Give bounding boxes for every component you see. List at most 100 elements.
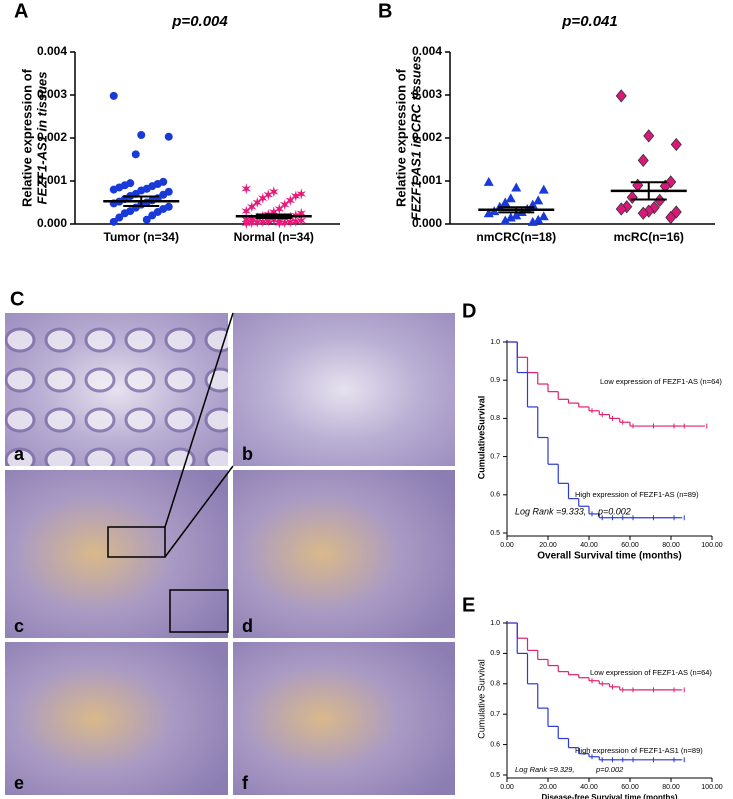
data-point [511, 182, 522, 192]
data-point [109, 217, 118, 226]
x-tick-label: 20.00 [539, 784, 557, 791]
data-point [269, 186, 279, 198]
data-point [269, 206, 279, 218]
x-tick-label: Normal (n=34) [234, 230, 314, 244]
data-point [483, 176, 494, 186]
x-tick-label: 0.00 [500, 542, 514, 549]
x-axis-label: Disease-free Survival time (months) [541, 793, 677, 799]
data-point [500, 197, 511, 207]
tissue-texture [5, 313, 228, 466]
data-point [115, 213, 124, 222]
annotation: Log Rank =9.329, [515, 765, 574, 774]
y-axis-label: FEZF1-AS1 in tissues [34, 72, 49, 205]
data-point [626, 190, 638, 204]
data-point [505, 193, 516, 203]
data-point [615, 202, 627, 216]
y-tick-label: 0.002 [412, 130, 442, 144]
y-tick-label: 1.0 [490, 620, 500, 627]
y-tick-label: 0.7 [490, 453, 500, 460]
data-point [274, 217, 284, 229]
data-point [533, 214, 544, 224]
data-point [247, 201, 257, 213]
data-point [291, 190, 301, 202]
chart-title: p=0.041 [561, 13, 617, 30]
x-tick-label: 80.00 [662, 784, 680, 791]
annotation: Log Rank =9.333, [515, 506, 586, 516]
data-point [511, 210, 522, 220]
x-tick-label: 40.00 [580, 542, 598, 549]
y-axis-label: CumulativeSurvival [476, 396, 486, 480]
data-point [637, 153, 649, 167]
x-tick-label: 40.00 [580, 784, 598, 791]
zoom-box [107, 526, 166, 558]
y-axis-label: Cumulative Survival [476, 659, 486, 739]
legend-label: Low expression of FEZF1-AS (n=64) [590, 668, 712, 677]
data-point [505, 212, 516, 222]
panel-letter: C [10, 288, 24, 310]
x-tick-label: mcRC(n=16) [614, 230, 684, 244]
data-point [148, 211, 157, 220]
data-point [538, 211, 549, 221]
tile-letter: c [14, 616, 24, 636]
legend-label: Low expression of FEZF1-AS (n=64) [600, 377, 722, 386]
y-tick-label: 0.002 [37, 130, 67, 144]
data-point [500, 215, 511, 225]
data-point [109, 185, 118, 194]
y-tick-label: 0.6 [490, 492, 500, 499]
x-tick-label: 20.00 [539, 542, 557, 549]
data-point [252, 197, 262, 208]
x-tick-label: 100.00 [701, 784, 723, 791]
y-tick-label: 0.003 [412, 87, 442, 101]
y-tick-label: 0.001 [412, 173, 442, 187]
tissue-image [233, 313, 455, 466]
data-point [538, 184, 549, 194]
data-point [527, 216, 538, 226]
data-point [241, 205, 251, 217]
y-tick-label: 0.5 [490, 772, 500, 779]
data-point [291, 215, 301, 227]
data-point [280, 217, 290, 229]
y-tick-label: 0.8 [490, 681, 500, 688]
data-point [637, 206, 649, 220]
zoom-box [169, 589, 229, 633]
data-point [247, 217, 257, 229]
annotation: p=0.002 [595, 765, 624, 774]
data-point [164, 132, 173, 141]
data-point [252, 216, 262, 228]
y-tick-label: 0.9 [490, 650, 500, 657]
annotation: p=0.002 [597, 506, 631, 516]
x-tick-label: Tumor (n=34) [104, 230, 179, 244]
zoom-line [164, 312, 234, 528]
panel-letter: D [462, 300, 476, 322]
y-tick-label: 1.0 [490, 339, 500, 346]
data-point [269, 214, 279, 226]
panel-letter: A [14, 0, 28, 22]
tissue-image [5, 642, 228, 795]
data-point [131, 150, 140, 159]
legend-label: High expression of FEZF1-AS1 (n=89) [575, 746, 703, 755]
tile-letter: e [14, 773, 24, 793]
data-point [142, 215, 151, 224]
data-point [258, 192, 268, 204]
x-tick-label: nmCRC(n=18) [476, 230, 556, 244]
y-tick-label: 0.004 [37, 44, 67, 58]
data-point [280, 199, 290, 211]
tissue-image [233, 642, 455, 795]
data-point [296, 215, 306, 227]
panel-letter: E [462, 594, 475, 616]
tile-letter: b [242, 444, 253, 464]
data-point [296, 188, 306, 200]
data-point [137, 130, 146, 139]
y-tick-label: 0.9 [490, 377, 500, 384]
data-point [296, 207, 306, 219]
x-axis-label: Overall Survival time (months) [537, 551, 682, 562]
data-point [120, 209, 129, 218]
data-point [643, 129, 655, 143]
y-tick-label: 0.6 [490, 741, 500, 748]
y-tick-label: 0.003 [37, 87, 67, 101]
legend-label: High expression of FEZF1-AS (n=89) [575, 490, 699, 499]
data-point [263, 189, 273, 201]
data-point [483, 208, 494, 218]
data-point [670, 137, 682, 152]
